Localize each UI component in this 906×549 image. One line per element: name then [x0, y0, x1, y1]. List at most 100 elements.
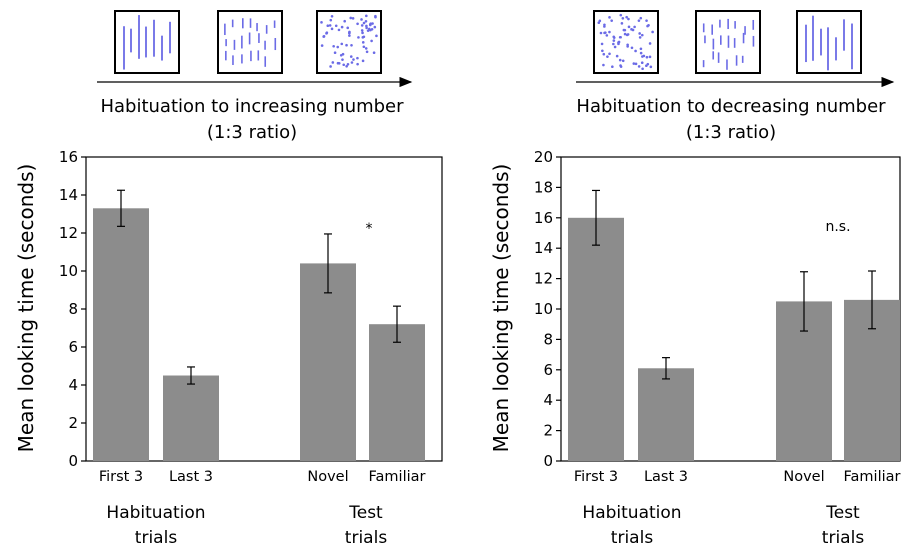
plot-area: 0 2 4 6 8 10 12 14 16 First 3 Last 3 Novel Familiar *: [59, 148, 443, 485]
category-label: First 3: [574, 469, 618, 485]
stimulus-dot: [329, 18, 333, 22]
stimulus-dot: [620, 22, 624, 25]
y-tick-label: 10: [59, 262, 78, 280]
y-tick-label: 12: [59, 224, 78, 242]
y-tick-label: 4: [68, 376, 78, 394]
stimulus-dot: [639, 51, 643, 55]
stimulus-dot: [349, 16, 353, 20]
stimulus-dot: [326, 24, 330, 28]
group-label-habituation: Habituation: [106, 503, 205, 523]
stimulus-dot: [361, 31, 364, 35]
panel-subtitle: (1:3 ratio): [686, 122, 776, 143]
stimulus-dot: [626, 33, 630, 36]
stimulus-dot: [330, 27, 334, 31]
stimulus-dot: [365, 24, 368, 28]
stimulus-dot: [630, 46, 634, 50]
stimulus-dot: [337, 28, 341, 32]
panel-increasing: Habituation to increasing number (1:3 ra…: [14, 10, 443, 548]
stimulus-dot: [612, 36, 616, 39]
stimulus-dot: [634, 62, 638, 66]
stimulus-dot: [597, 21, 601, 25]
stimulus-dot: [356, 56, 359, 60]
stimulus-dot: [334, 24, 338, 28]
stimulus-dot: [331, 61, 335, 64]
stimulus-dot: [350, 61, 354, 64]
y-tick-label: 6: [68, 338, 78, 356]
stimulus-dot: [608, 30, 611, 34]
stimulus-dot: [365, 50, 369, 54]
y-tick-label: 2: [543, 422, 553, 440]
stimulus-dot: [612, 39, 616, 42]
category-label: Last 3: [169, 469, 213, 485]
stimulus-dot: [603, 23, 606, 27]
y-tick-label: 6: [543, 361, 553, 379]
stimulus-dot: [651, 30, 654, 34]
stimulus-dot: [374, 14, 377, 18]
y-tick-label: 0: [543, 452, 553, 470]
stimulus-dot: [370, 27, 374, 31]
y-tick-label: 14: [59, 186, 78, 204]
stimulus-dot: [640, 61, 644, 65]
stimulus-dot: [351, 17, 355, 20]
stimulus-sequence: [114, 10, 382, 74]
stimulus-dot: [638, 36, 642, 39]
stimulus-dot: [333, 51, 337, 55]
stimulus-dot: [350, 43, 353, 47]
stimulus-dot: [342, 63, 346, 67]
stimulus-dot: [361, 36, 365, 39]
group-label-test: Test: [825, 503, 860, 523]
y-tick-label: 18: [534, 178, 553, 196]
stimulus-dot: [645, 19, 648, 22]
stimulus-dot: [348, 34, 351, 37]
stimulus-dot: [626, 43, 629, 47]
stimulus-dot: [637, 65, 641, 68]
category-label: Last 3: [644, 469, 688, 485]
stimulus-dot: [648, 42, 652, 45]
stimulus-dot: [360, 24, 364, 27]
stimulus-dot: [332, 44, 335, 48]
stimulus-dot: [348, 31, 351, 35]
y-tick-label: 16: [59, 148, 78, 166]
stimulus-dot: [328, 24, 332, 27]
stimulus-dot: [337, 61, 341, 65]
stimulus-dot: [612, 42, 615, 46]
stimulus-dot: [340, 42, 344, 46]
stimulus-dot: [639, 16, 643, 20]
panel-title: Habituation to decreasing number: [576, 96, 886, 117]
stimulus-dot: [634, 49, 637, 53]
stimulus-dot: [608, 16, 611, 19]
stimulus-dot: [361, 41, 365, 44]
y-axis-label: Mean looking time (seconds): [489, 164, 513, 453]
stimulus-dot: [646, 24, 649, 28]
stimulus-dot: [602, 63, 605, 67]
panel-decreasing: Habituation to decreasing number (1:3 ra…: [489, 10, 901, 548]
bar: [638, 368, 694, 461]
stimulus-dot: [372, 51, 376, 54]
stimulus-dot: [605, 34, 609, 37]
stimulus-dot: [365, 14, 368, 18]
group-label-habituation-line2: trials: [135, 528, 178, 548]
stimulus-dot: [615, 54, 619, 58]
y-tick-label: 16: [534, 209, 553, 227]
bar: [93, 208, 149, 461]
bar: [163, 375, 219, 461]
y-axis-label: Mean looking time (seconds): [14, 164, 38, 453]
stimulus-dot: [619, 64, 622, 67]
bar: [369, 324, 425, 461]
stimulus-dot: [373, 25, 377, 29]
stimulus-dot: [371, 22, 374, 25]
stimulus-dot: [633, 25, 636, 29]
stimulus-dot: [623, 28, 627, 32]
y-tick-label: 10: [534, 300, 553, 318]
stimulus-dot: [360, 18, 363, 21]
category-label: Familiar: [369, 469, 426, 485]
stimulus-dot: [320, 21, 323, 24]
stimulus-dot: [362, 45, 366, 49]
y-tick-label: 2: [68, 414, 78, 432]
y-tick-label: 0: [68, 452, 78, 470]
stimulus-dot: [617, 42, 620, 46]
y-tick-label: 4: [543, 391, 553, 409]
stimulus-dot: [364, 20, 368, 23]
y-tick-label: 8: [543, 330, 553, 348]
